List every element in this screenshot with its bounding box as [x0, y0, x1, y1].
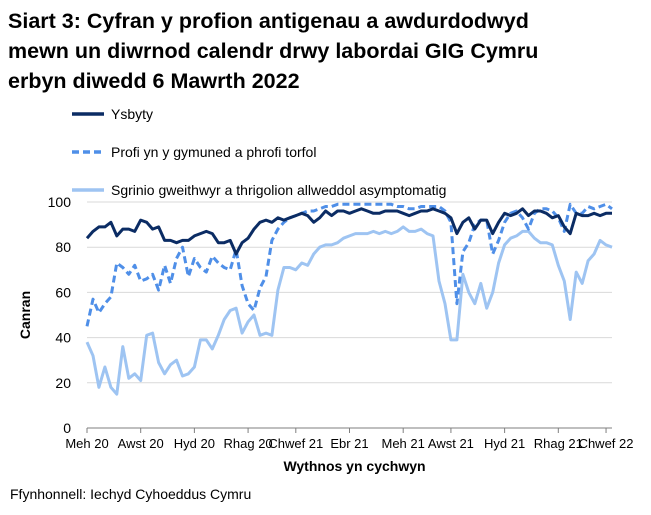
legend-label: Sgrinio gweithwyr a thrigolion allweddol… [111, 182, 447, 198]
y-tick-label: 0 [63, 420, 71, 436]
legend-swatch-solid-dark [72, 112, 104, 116]
y-tick-label: 80 [55, 239, 71, 255]
x-tick-label: Meh 20 [65, 436, 108, 451]
y-tick-label: 40 [55, 330, 71, 346]
x-tick-label: Hyd 20 [174, 436, 215, 451]
chart-title-line: mewn un diwrnod calendr drwy labordai GI… [8, 39, 539, 63]
x-tick-label: Awst 21 [428, 436, 474, 451]
x-tick-label: Ebr 21 [330, 436, 368, 451]
y-tick-label: 100 [48, 194, 72, 210]
chart-title-line: erbyn diwedd 6 Mawrth 2022 [8, 69, 300, 93]
x-tick-label: Hyd 21 [484, 436, 525, 451]
legend-swatch-solid-light [72, 188, 104, 192]
series-line-sgrinio [85, 225, 613, 396]
source-note: Ffynhonnell: Iechyd Cyhoeddus Cymru [10, 486, 252, 502]
y-axis-title: Canran [17, 291, 33, 339]
legend-swatch-dashed [72, 150, 104, 154]
x-tick-label: Chwef 21 [268, 436, 323, 451]
legend-item-profi: Profi yn y gymuned a phrofi torfol [14, 142, 634, 164]
legend-label: Ysbyty [111, 106, 154, 122]
x-tick-label: Rhag 20 [224, 436, 273, 451]
legend-item-sgrinio: Sgrinio gweithwyr a thrigolion allweddol… [14, 180, 634, 202]
legend-item-ysbyty: Ysbyty [14, 104, 634, 126]
chart-title-line: Siart 3: Cyfran y profion antigenau a aw… [8, 9, 529, 33]
x-tick-label: Meh 21 [382, 436, 425, 451]
y-tick-label: 20 [55, 375, 71, 391]
x-tick-label: Awst 20 [118, 436, 164, 451]
series-line-profi [85, 202, 613, 327]
chart-title: Siart 3: Cyfran y profion antigenau a aw… [8, 6, 648, 96]
x-axis-title: Wythnos yn cychwyn [283, 458, 425, 474]
x-tick-label: Chwef 22 [579, 436, 634, 451]
series-line-ysbyty [85, 207, 612, 256]
y-tick-label: 60 [55, 284, 71, 300]
legend-label: Profi yn y gymuned a phrofi torfol [111, 144, 317, 160]
x-tick-label: Rhag 21 [534, 436, 583, 451]
